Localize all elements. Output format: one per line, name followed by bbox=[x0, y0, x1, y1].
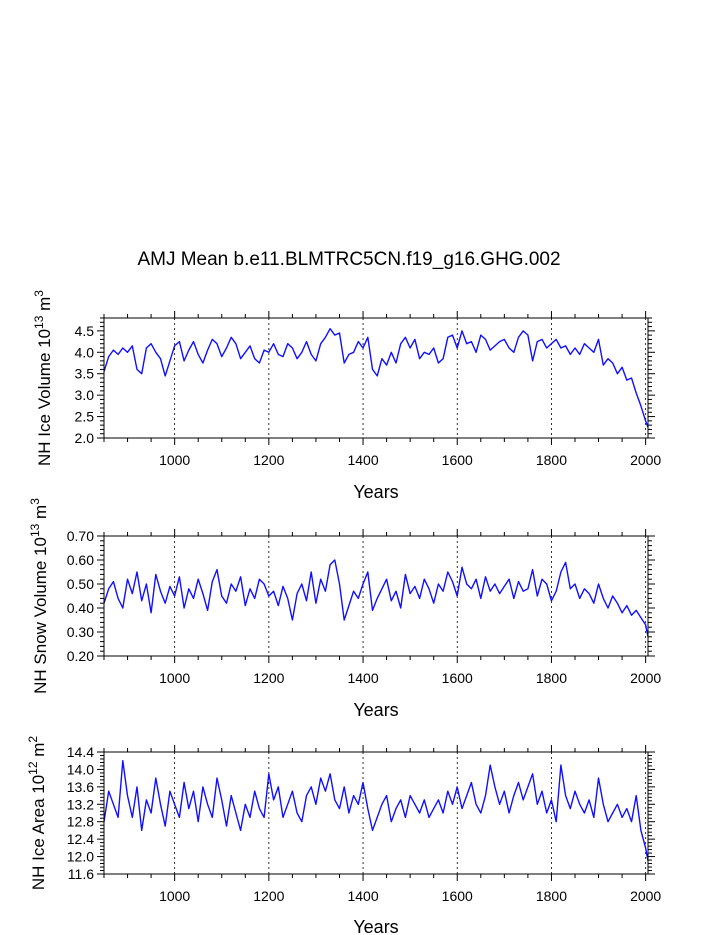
x-tick-label: 1600 bbox=[442, 670, 473, 686]
x-tick-label: 1000 bbox=[159, 670, 190, 686]
panel-ice-area: Years NH Ice Area 1012 m2 1000 1200 1400 16… bbox=[26, 736, 661, 935]
figure-title: AMJ Mean b.e11.BLMTRC5CN.f19_g16.GHG.002 bbox=[137, 249, 560, 270]
y-tick-label: 12.8 bbox=[67, 814, 94, 830]
plot-frame bbox=[103, 751, 649, 875]
y-tick-label: 4.5 bbox=[75, 323, 95, 339]
y-tick-label: 0.40 bbox=[67, 600, 94, 616]
y-tick-label: 2.5 bbox=[75, 409, 95, 425]
y-axis-label-exp: 13 bbox=[28, 523, 42, 537]
y-tick-label: 3.0 bbox=[75, 387, 95, 403]
x-tick-label: 2000 bbox=[630, 888, 661, 904]
y-axis-label: NH Snow Volume 1013 m3 bbox=[28, 498, 50, 694]
x-tick-label: 1800 bbox=[536, 888, 567, 904]
y-tick-label: 3.5 bbox=[75, 366, 95, 382]
x-tick-label: 1000 bbox=[159, 452, 190, 468]
x-tick-label: 1400 bbox=[347, 888, 378, 904]
y-tick-label: 12.0 bbox=[67, 849, 94, 865]
x-tick-label: 1400 bbox=[347, 452, 378, 468]
y-axis-label-unit: m bbox=[29, 743, 48, 762]
y-axis-label-main: NH Ice Volume 10 bbox=[35, 329, 54, 466]
x-axis-label: Years bbox=[353, 917, 398, 935]
x-tick-label: 1200 bbox=[253, 888, 284, 904]
x-tick-label: 1600 bbox=[442, 888, 473, 904]
plot-frame bbox=[103, 317, 649, 439]
x-tick-label: 1800 bbox=[536, 670, 567, 686]
series-line bbox=[103, 559, 649, 637]
y-axis-label-unit-exp: 3 bbox=[28, 498, 42, 505]
y-axis-label-unit-exp: 2 bbox=[26, 736, 40, 743]
y-axis-label: NH Ice Volume 1013 m3 bbox=[32, 290, 54, 466]
series-line bbox=[103, 760, 649, 862]
series-line bbox=[103, 328, 649, 428]
x-tick-label: 1200 bbox=[253, 452, 284, 468]
y-tick-label: 13.2 bbox=[67, 796, 94, 812]
y-axis-label: NH Ice Area 1012 m2 bbox=[26, 736, 48, 891]
x-axis-label: Years bbox=[353, 482, 398, 502]
y-axis-label-unit: m bbox=[31, 505, 50, 524]
y-axis-label-main: NH Snow Volume 10 bbox=[31, 537, 50, 694]
panel-snow-volume: Years NH Snow Volume 1013 m3 1000 1200 140… bbox=[28, 498, 661, 720]
y-tick-label: 0.50 bbox=[67, 576, 94, 592]
x-tick-label: 1400 bbox=[347, 670, 378, 686]
x-tick-label: 1000 bbox=[159, 888, 190, 904]
y-axis-label-main: NH Ice Area 10 bbox=[29, 775, 48, 890]
y-axis-label-unit-exp: 3 bbox=[32, 290, 46, 297]
y-axis-label-unit: m bbox=[35, 297, 54, 316]
y-axis-label-exp: 12 bbox=[26, 761, 40, 775]
y-tick-label: 11.6 bbox=[68, 866, 94, 882]
x-axis-label: Years bbox=[353, 700, 398, 720]
y-tick-label: 12.4 bbox=[67, 831, 94, 847]
x-tick-label: 1800 bbox=[536, 452, 567, 468]
x-tick-label: 1600 bbox=[442, 452, 473, 468]
y-tick-label: 0.20 bbox=[67, 648, 94, 664]
x-tick-label: 2000 bbox=[630, 452, 661, 468]
y-tick-label: 14.4 bbox=[67, 744, 94, 760]
panel-ice-volume: Years NH Ice Volume 1013 m3 1000 1200 1400… bbox=[32, 290, 661, 502]
plot-frame bbox=[103, 535, 649, 657]
x-tick-label: 1200 bbox=[253, 670, 284, 686]
y-tick-label: 0.30 bbox=[67, 624, 94, 640]
y-tick-label: 2.0 bbox=[75, 430, 95, 446]
y-tick-label: 0.70 bbox=[67, 528, 94, 544]
y-tick-label: 14.0 bbox=[67, 761, 94, 777]
y-tick-label: 4.0 bbox=[75, 344, 95, 360]
y-tick-label: 13.6 bbox=[67, 779, 94, 795]
x-tick-label: 2000 bbox=[630, 670, 661, 686]
y-tick-label: 0.60 bbox=[67, 552, 94, 568]
y-axis-label-exp: 13 bbox=[32, 315, 46, 329]
